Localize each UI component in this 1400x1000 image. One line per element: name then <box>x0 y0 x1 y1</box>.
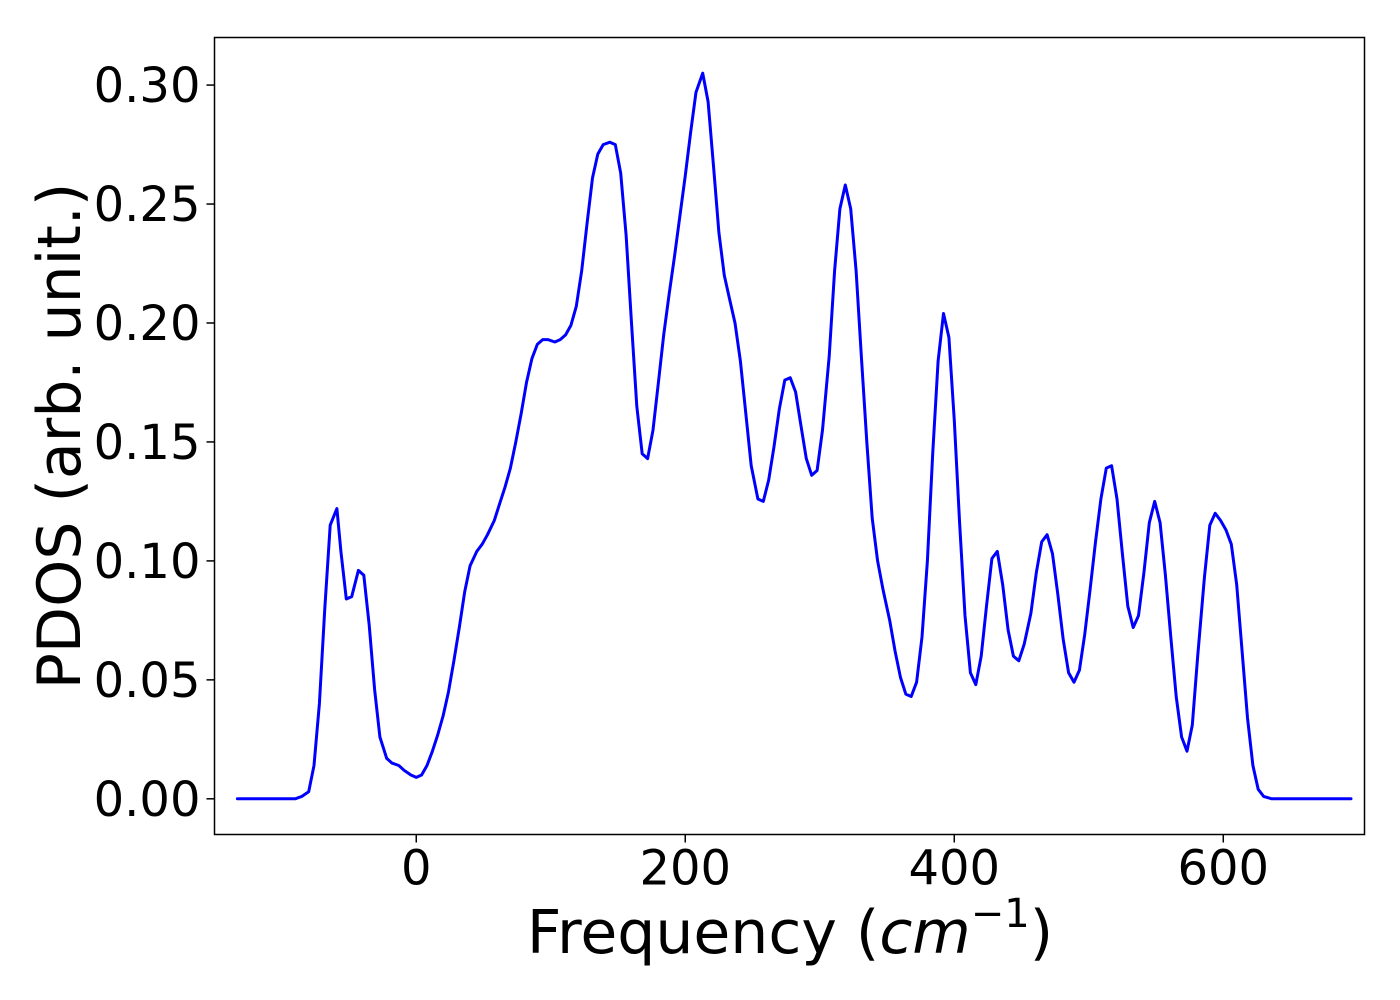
pdos-series-line-0 <box>235 71 1353 801</box>
x-axis: 0 200 400 600 <box>401 834 1269 897</box>
y-axis-label: PDOS (arb. unit.) <box>25 183 95 690</box>
plot-area <box>235 71 1353 801</box>
y-tick-label: 0.05 <box>94 653 201 709</box>
x-tick-label: 200 <box>639 841 731 897</box>
y-tick-label: 0.30 <box>94 58 201 114</box>
x-tick-label: 600 <box>1177 841 1269 897</box>
x-tick-label: 0 <box>401 841 432 897</box>
y-tick-label: 0.20 <box>94 296 201 352</box>
plot-frame <box>213 36 1366 836</box>
y-tick-label: 0.15 <box>94 415 201 471</box>
y-tick-label: 0.00 <box>94 772 201 828</box>
y-axis: 0.00 0.05 0.10 0.15 0.20 0.25 0.30 <box>94 58 215 828</box>
y-tick-label: 0.10 <box>94 534 201 590</box>
x-tick-label: 400 <box>908 841 1000 897</box>
x-axis-label: Frequency (cm−1) <box>527 891 1053 968</box>
y-tick-label: 0.25 <box>94 177 201 233</box>
